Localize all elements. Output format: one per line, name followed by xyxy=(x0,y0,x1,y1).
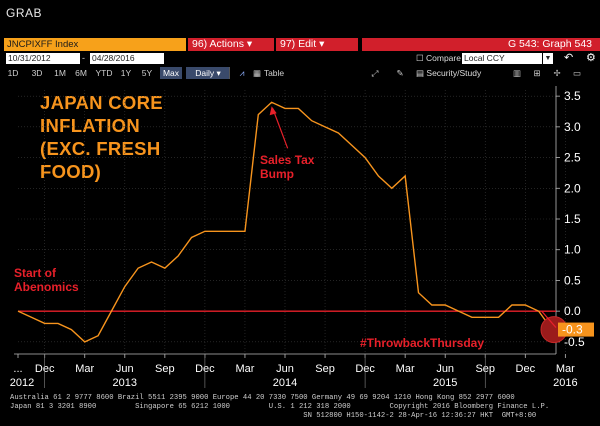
end-date-field[interactable]: 04/28/2016 xyxy=(90,53,164,64)
security-study-menu[interactable]: ▤ Security/Study xyxy=(416,67,481,79)
y-axis: 3.5 3.0 2.5 2.0 1.5 1.0 0.5 0.0 -0.5 xyxy=(555,86,585,354)
zoom-icon[interactable]: ⊞ xyxy=(533,68,541,78)
graph-id-label: G 543: Graph 543 xyxy=(362,38,600,51)
chart-gridlines xyxy=(18,90,566,354)
y-tick-label: 3.5 xyxy=(564,89,581,103)
table-icon[interactable]: ▦ xyxy=(253,68,262,78)
y-tick-label: -0.5 xyxy=(564,335,585,349)
last-value-label: -0.3 xyxy=(562,323,583,337)
compare-text: Compare xyxy=(426,53,461,63)
sales-tax-annotation: Sales Tax xyxy=(260,153,315,167)
footer-line-1: Australia 61 2 9777 8600 Brazil 5511 239… xyxy=(10,394,515,402)
actions-menu[interactable]: 96) Actions ▾ xyxy=(188,38,274,51)
edit-menu[interactable]: 97) Edit ▾ xyxy=(276,38,358,51)
chart-title-line-3: (EXC. FRESH xyxy=(40,138,161,159)
x-tick-label: Mar xyxy=(556,363,575,375)
timeframe-max[interactable]: Max xyxy=(160,67,182,79)
last-value-box xyxy=(558,322,594,337)
timeframe-3d[interactable]: 3D xyxy=(31,68,43,78)
frequency-select[interactable]: Daily ▾ xyxy=(186,67,230,79)
undo-icon[interactable]: ↶ xyxy=(564,52,574,64)
sales-tax-arrow-line xyxy=(272,108,289,149)
table-button[interactable]: Table xyxy=(263,68,285,78)
line-chart: 3.5 3.0 2.5 2.0 1.5 1.0 0.5 0.0 -0.5 ... Dec Mar Ju… xyxy=(10,86,594,389)
hashtag-annotation: #ThrowbackThursday xyxy=(360,336,484,350)
x-tick-label: Sep xyxy=(155,363,175,375)
x-year-label: 2014 xyxy=(273,377,297,389)
x-tick-label: Jun xyxy=(276,363,294,375)
abenomics-annotation: Abenomics xyxy=(14,280,79,294)
timeframe-bar: 1D 3D 1M 6M YTD 1Y 5Y Max Daily ▾ ⩘ ▦ Ta… xyxy=(0,67,600,79)
series-line xyxy=(17,101,553,343)
currency-select[interactable]: Local CCY xyxy=(462,53,542,64)
footer-line-2: Japan 81 3 3201 8900 Singapore 65 6212 1… xyxy=(10,403,550,411)
window-title: GRAB xyxy=(6,6,43,20)
x-tick-label: Jun xyxy=(436,363,454,375)
compare-label: ☐ Compare xyxy=(416,53,461,64)
pin-icon[interactable]: ✎ xyxy=(396,68,404,78)
y-tick-label: 2.0 xyxy=(564,181,581,195)
footer-line-3: SN 512800 H150-1142-2 28-Apr-16 12:36:27… xyxy=(10,412,537,420)
expand-icon[interactable]: ⤢ xyxy=(371,68,379,78)
x-tick-label: Mar xyxy=(235,363,254,375)
sales-tax-annotation: Bump xyxy=(260,167,294,181)
x-tick-label: ... xyxy=(13,363,22,375)
footer-disclaimer: Australia 61 2 9777 8600 Brazil 5511 239… xyxy=(10,394,595,421)
timeframe-1m[interactable]: 1M xyxy=(54,68,66,78)
ticker-input[interactable]: JNCPIXFF Index xyxy=(4,38,186,51)
settings-icon[interactable]: ⚙ xyxy=(586,52,596,64)
last-value-arrow xyxy=(541,311,557,328)
date-range-bar: 10/31/2012 - 04/28/2016 ☐ Compare Local … xyxy=(0,53,600,65)
x-year-label: 2015 xyxy=(433,377,457,389)
security-study-text: Security/Study xyxy=(426,68,482,78)
y-tick-label: 1.0 xyxy=(564,243,581,257)
chevron-down-icon[interactable]: ▼ xyxy=(543,53,553,64)
timeframe-1y[interactable]: 1Y xyxy=(120,68,132,78)
x-tick-label: Mar xyxy=(396,363,415,375)
chart-title-line-1: JAPAN CORE xyxy=(40,92,163,113)
y-tick-label: 0.5 xyxy=(564,273,581,287)
line-chart-icon[interactable]: ⩘ xyxy=(239,68,245,78)
timeframe-5y[interactable]: 5Y xyxy=(141,68,153,78)
fullscreen-icon[interactable]: ▭ xyxy=(572,68,582,78)
y-tick-label: 0.0 xyxy=(564,304,581,318)
compare-icon: ☐ xyxy=(416,53,424,63)
crosshair-icon[interactable]: ✢ xyxy=(553,68,561,78)
x-year-label: 2013 xyxy=(113,377,137,389)
x-tick-label: Mar xyxy=(75,363,94,375)
x-tick-label: Sep xyxy=(315,363,335,375)
x-year-label: 2016 xyxy=(553,377,577,389)
command-bar: JNCPIXFF Index 96) Actions ▾ 97) Edit ▾ … xyxy=(0,38,600,51)
date-separator: - xyxy=(82,53,85,63)
timeframe-6m[interactable]: 6M xyxy=(75,68,87,78)
x-tick-label: Jun xyxy=(116,363,134,375)
x-year-label: 2012 xyxy=(10,377,34,389)
x-tick-label: Dec xyxy=(516,363,536,375)
y-tick-label: 2.5 xyxy=(564,151,581,165)
timeframe-ytd[interactable]: YTD xyxy=(95,68,113,78)
chart-title-line-4: FOOD) xyxy=(40,161,102,182)
y-tick-label: 1.5 xyxy=(564,212,581,226)
chart-title-line-2: INFLATION xyxy=(40,115,140,136)
timeframe-1d[interactable]: 1D xyxy=(7,68,19,78)
chart-type-icon[interactable]: ▥ xyxy=(512,68,522,78)
abenomics-annotation: Start of xyxy=(14,266,57,280)
x-axis: ... Dec Mar Jun Sep Dec Mar Jun Sep Dec Mar Jun Sep D… xyxy=(10,353,578,389)
start-date-field[interactable]: 10/31/2012 xyxy=(6,53,80,64)
y-tick-label: 3.0 xyxy=(564,120,581,134)
sales-tax-arrowhead xyxy=(269,106,277,116)
study-icon: ▤ xyxy=(416,68,425,78)
